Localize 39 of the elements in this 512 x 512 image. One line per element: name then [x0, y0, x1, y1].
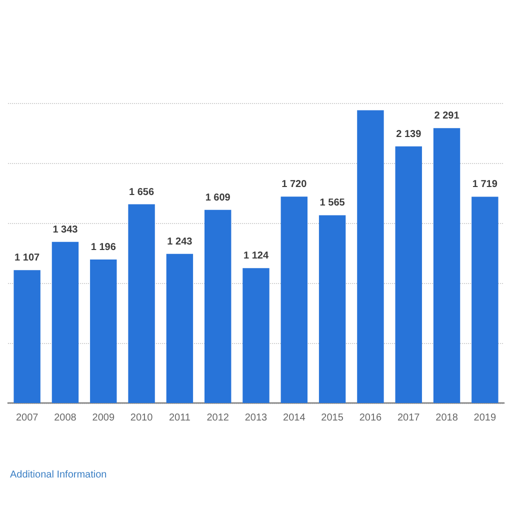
data-label: 1 720 — [282, 179, 308, 190]
data-label: 1 107 — [14, 252, 40, 264]
data-label: 1 124 — [243, 250, 269, 262]
bar — [128, 204, 155, 403]
bar — [204, 210, 232, 403]
bar — [242, 268, 270, 403]
bar — [357, 110, 384, 403]
bar — [52, 242, 79, 403]
bar — [472, 196, 498, 403]
data-label: 1 609 — [205, 192, 231, 204]
x-tick-label: 2018 — [436, 412, 458, 424]
data-label: 2 291 — [434, 110, 460, 122]
bar — [433, 128, 460, 403]
data-label: 1 656 — [129, 186, 154, 198]
x-tick-label: 2009 — [92, 412, 115, 424]
x-tick-label: 2011 — [168, 412, 191, 424]
data-label: 1 196 — [90, 242, 116, 253]
x-tick-label: 2014 — [283, 412, 306, 424]
data-label: 2 139 — [396, 128, 422, 140]
x-tick-label: 2019 — [474, 412, 496, 424]
bar — [14, 270, 40, 403]
data-label: 1 343 — [52, 224, 78, 236]
x-tick-label: 2008 — [54, 412, 77, 424]
bar — [90, 259, 117, 403]
x-tick-label: 2015 — [321, 412, 344, 424]
bar — [395, 146, 422, 403]
data-label: 1 243 — [167, 236, 193, 248]
text: Additional Information — [10, 470, 107, 480]
bar — [166, 254, 194, 403]
x-tick-label: 2016 — [359, 412, 382, 424]
x-tick-label: 2007 — [16, 412, 39, 424]
x-tick-label: 2017 — [397, 412, 420, 424]
x-tick-label: 2013 — [244, 412, 268, 424]
x-tick-label: 2010 — [130, 412, 154, 424]
data-label: 1 565 — [320, 198, 346, 209]
data-label: 1 719 — [472, 179, 498, 190]
bar — [318, 215, 346, 403]
x-tick-label: 2012 — [206, 412, 230, 424]
bar — [280, 196, 308, 403]
